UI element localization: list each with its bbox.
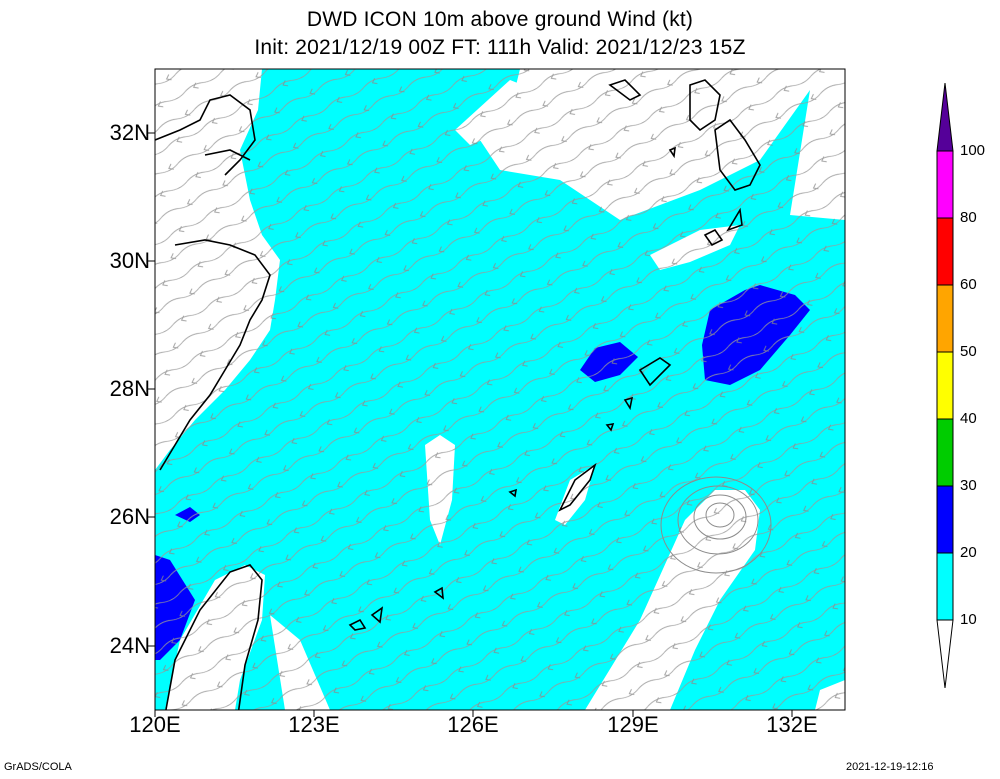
colorbar-60-80 (936, 217, 954, 286)
colorbar-50-60 (936, 284, 954, 353)
footer-credit: GrADS/COLA (4, 761, 72, 773)
lat-label-32n: 32N (109, 120, 150, 145)
colorbar-label-60: 60 (960, 276, 977, 293)
colorbar-label-10: 10 (960, 611, 977, 628)
lat-label-24n: 24N (109, 633, 150, 658)
axis-ticks (148, 132, 793, 717)
colorbar-label-40: 40 (960, 410, 977, 427)
colorbar-label-80: 80 (960, 209, 977, 226)
lon-label-120e: 120E (129, 712, 181, 737)
colorbar (936, 82, 954, 689)
vortex-streamlines (660, 476, 772, 574)
plot-area (155, 69, 845, 710)
coastlines (155, 79, 761, 710)
colorbar-label-50: 50 (960, 343, 977, 360)
lat-label-26n: 26N (109, 504, 150, 529)
streamlines (155, 69, 845, 710)
colorbar-label-20: 20 (960, 544, 977, 561)
lon-label-132e: 132E (766, 712, 818, 737)
lat-label-28n: 28N (109, 376, 150, 401)
lon-label-123e: 123E (288, 712, 340, 737)
lat-label-30n: 30N (109, 248, 150, 273)
colorbar-label-100: 100 (960, 142, 986, 159)
map-title: DWD ICON 10m above ground Wind (kt) (306, 8, 694, 31)
colorbar-label-30: 30 (960, 477, 977, 494)
colorbar-10-20 (936, 552, 954, 621)
lon-label-126e: 126E (447, 712, 499, 737)
colorbar-40-50 (936, 351, 954, 420)
colorbar-100plus (936, 82, 954, 152)
lon-label-129e: 129E (607, 712, 659, 737)
map-subtitle: Init: 2021/12/19 00Z FT: 111h Valid: 202… (254, 36, 746, 59)
colorbar-below-10 (936, 619, 954, 689)
colorbar-80-100 (936, 150, 954, 219)
colorbar-20-30 (936, 485, 954, 554)
footer-timestamp: 2021-12-19-12:16 (846, 761, 934, 773)
colorbar-30-40 (936, 418, 954, 487)
